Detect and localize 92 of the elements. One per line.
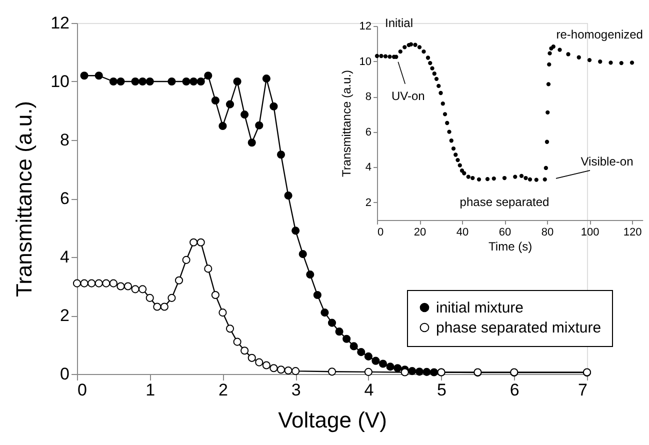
x-tick-label: 120 <box>623 226 642 238</box>
point <box>546 82 551 86</box>
point <box>422 49 426 54</box>
point <box>438 90 443 96</box>
x-tick-label: 60 <box>498 226 512 238</box>
point <box>534 178 538 182</box>
y-tick-label: 6 <box>365 126 372 138</box>
y-tick-label: 2 <box>60 306 70 325</box>
point <box>546 110 550 114</box>
x-tick-label: 20 <box>414 226 426 238</box>
point <box>502 176 507 180</box>
point <box>524 176 528 180</box>
point <box>447 130 452 134</box>
point <box>436 84 441 88</box>
point <box>462 171 466 176</box>
point <box>558 48 562 52</box>
point <box>460 168 464 173</box>
annotation: Visible-on <box>580 154 634 168</box>
x-tick-label: 100 <box>580 226 600 238</box>
y-tick-label: 4 <box>60 248 70 266</box>
point <box>485 177 490 182</box>
point <box>430 66 434 70</box>
x-tick-label: 7 <box>578 380 588 400</box>
x-tick-label: 6 <box>510 380 520 400</box>
y-tick-label: 10 <box>50 72 70 91</box>
point <box>566 52 570 56</box>
point <box>458 163 462 168</box>
x-tick-label: 0 <box>378 226 384 238</box>
point <box>513 174 518 179</box>
y-tick-label: 0 <box>60 364 70 384</box>
point <box>398 49 402 54</box>
point <box>449 138 454 143</box>
point <box>619 60 624 66</box>
y-axis-title: Transmittance (a.u.) <box>12 100 37 298</box>
y-axis-title: Transmittance (a.u.) <box>339 70 354 177</box>
y-tick-label: 12 <box>50 14 70 32</box>
point <box>413 42 418 47</box>
point <box>492 176 496 181</box>
x-axis-title: Time (s) <box>488 240 532 254</box>
y-tick-label: 4 <box>365 162 372 174</box>
point <box>470 176 475 180</box>
point <box>519 174 524 178</box>
point <box>388 54 392 59</box>
x-tick-label: 3 <box>291 380 301 400</box>
point <box>374 54 380 58</box>
point <box>442 112 448 116</box>
point <box>428 60 432 66</box>
annotation: Initial <box>385 16 414 30</box>
y-tick-label: 8 <box>365 91 372 104</box>
point <box>440 102 445 106</box>
point <box>547 62 552 67</box>
point <box>630 60 634 65</box>
y-tick-label: 12 <box>359 20 372 32</box>
point <box>434 76 439 81</box>
y-tick-label: 8 <box>60 130 70 150</box>
point <box>456 158 460 162</box>
point <box>598 60 602 64</box>
y-tick-label: 6 <box>60 189 70 208</box>
point <box>402 45 407 50</box>
point <box>587 58 592 62</box>
x-tick-label: 40 <box>456 226 469 238</box>
x-tick-label: 0 <box>78 380 87 400</box>
annotation: UV-on <box>391 88 425 103</box>
point <box>542 177 547 182</box>
point <box>476 177 482 182</box>
y-tick-label: 2 <box>365 196 372 209</box>
legend-label: phase separated mixture <box>436 320 602 336</box>
point <box>528 177 532 182</box>
point <box>408 42 414 46</box>
annotation: phase separated <box>460 195 550 210</box>
point <box>608 60 613 65</box>
point <box>432 72 436 76</box>
legend-label: initial mixture <box>436 300 524 316</box>
point <box>383 54 388 58</box>
point <box>544 166 548 170</box>
point <box>451 146 456 151</box>
x-axis-title: Voltage (V) <box>278 408 387 432</box>
x-tick-label: 1 <box>146 380 156 400</box>
point <box>417 45 422 50</box>
y-tick-label: 10 <box>359 56 372 68</box>
point <box>466 174 470 179</box>
point <box>548 51 552 56</box>
point <box>576 55 581 60</box>
x-tick-label: 5 <box>437 380 447 400</box>
point <box>379 54 384 58</box>
point <box>426 56 430 60</box>
x-tick-label: 2 <box>218 380 228 400</box>
annotation: re-homogenized <box>556 27 643 42</box>
x-tick-label: 80 <box>541 226 554 238</box>
point <box>544 140 550 144</box>
point <box>445 120 450 126</box>
point <box>454 152 458 157</box>
